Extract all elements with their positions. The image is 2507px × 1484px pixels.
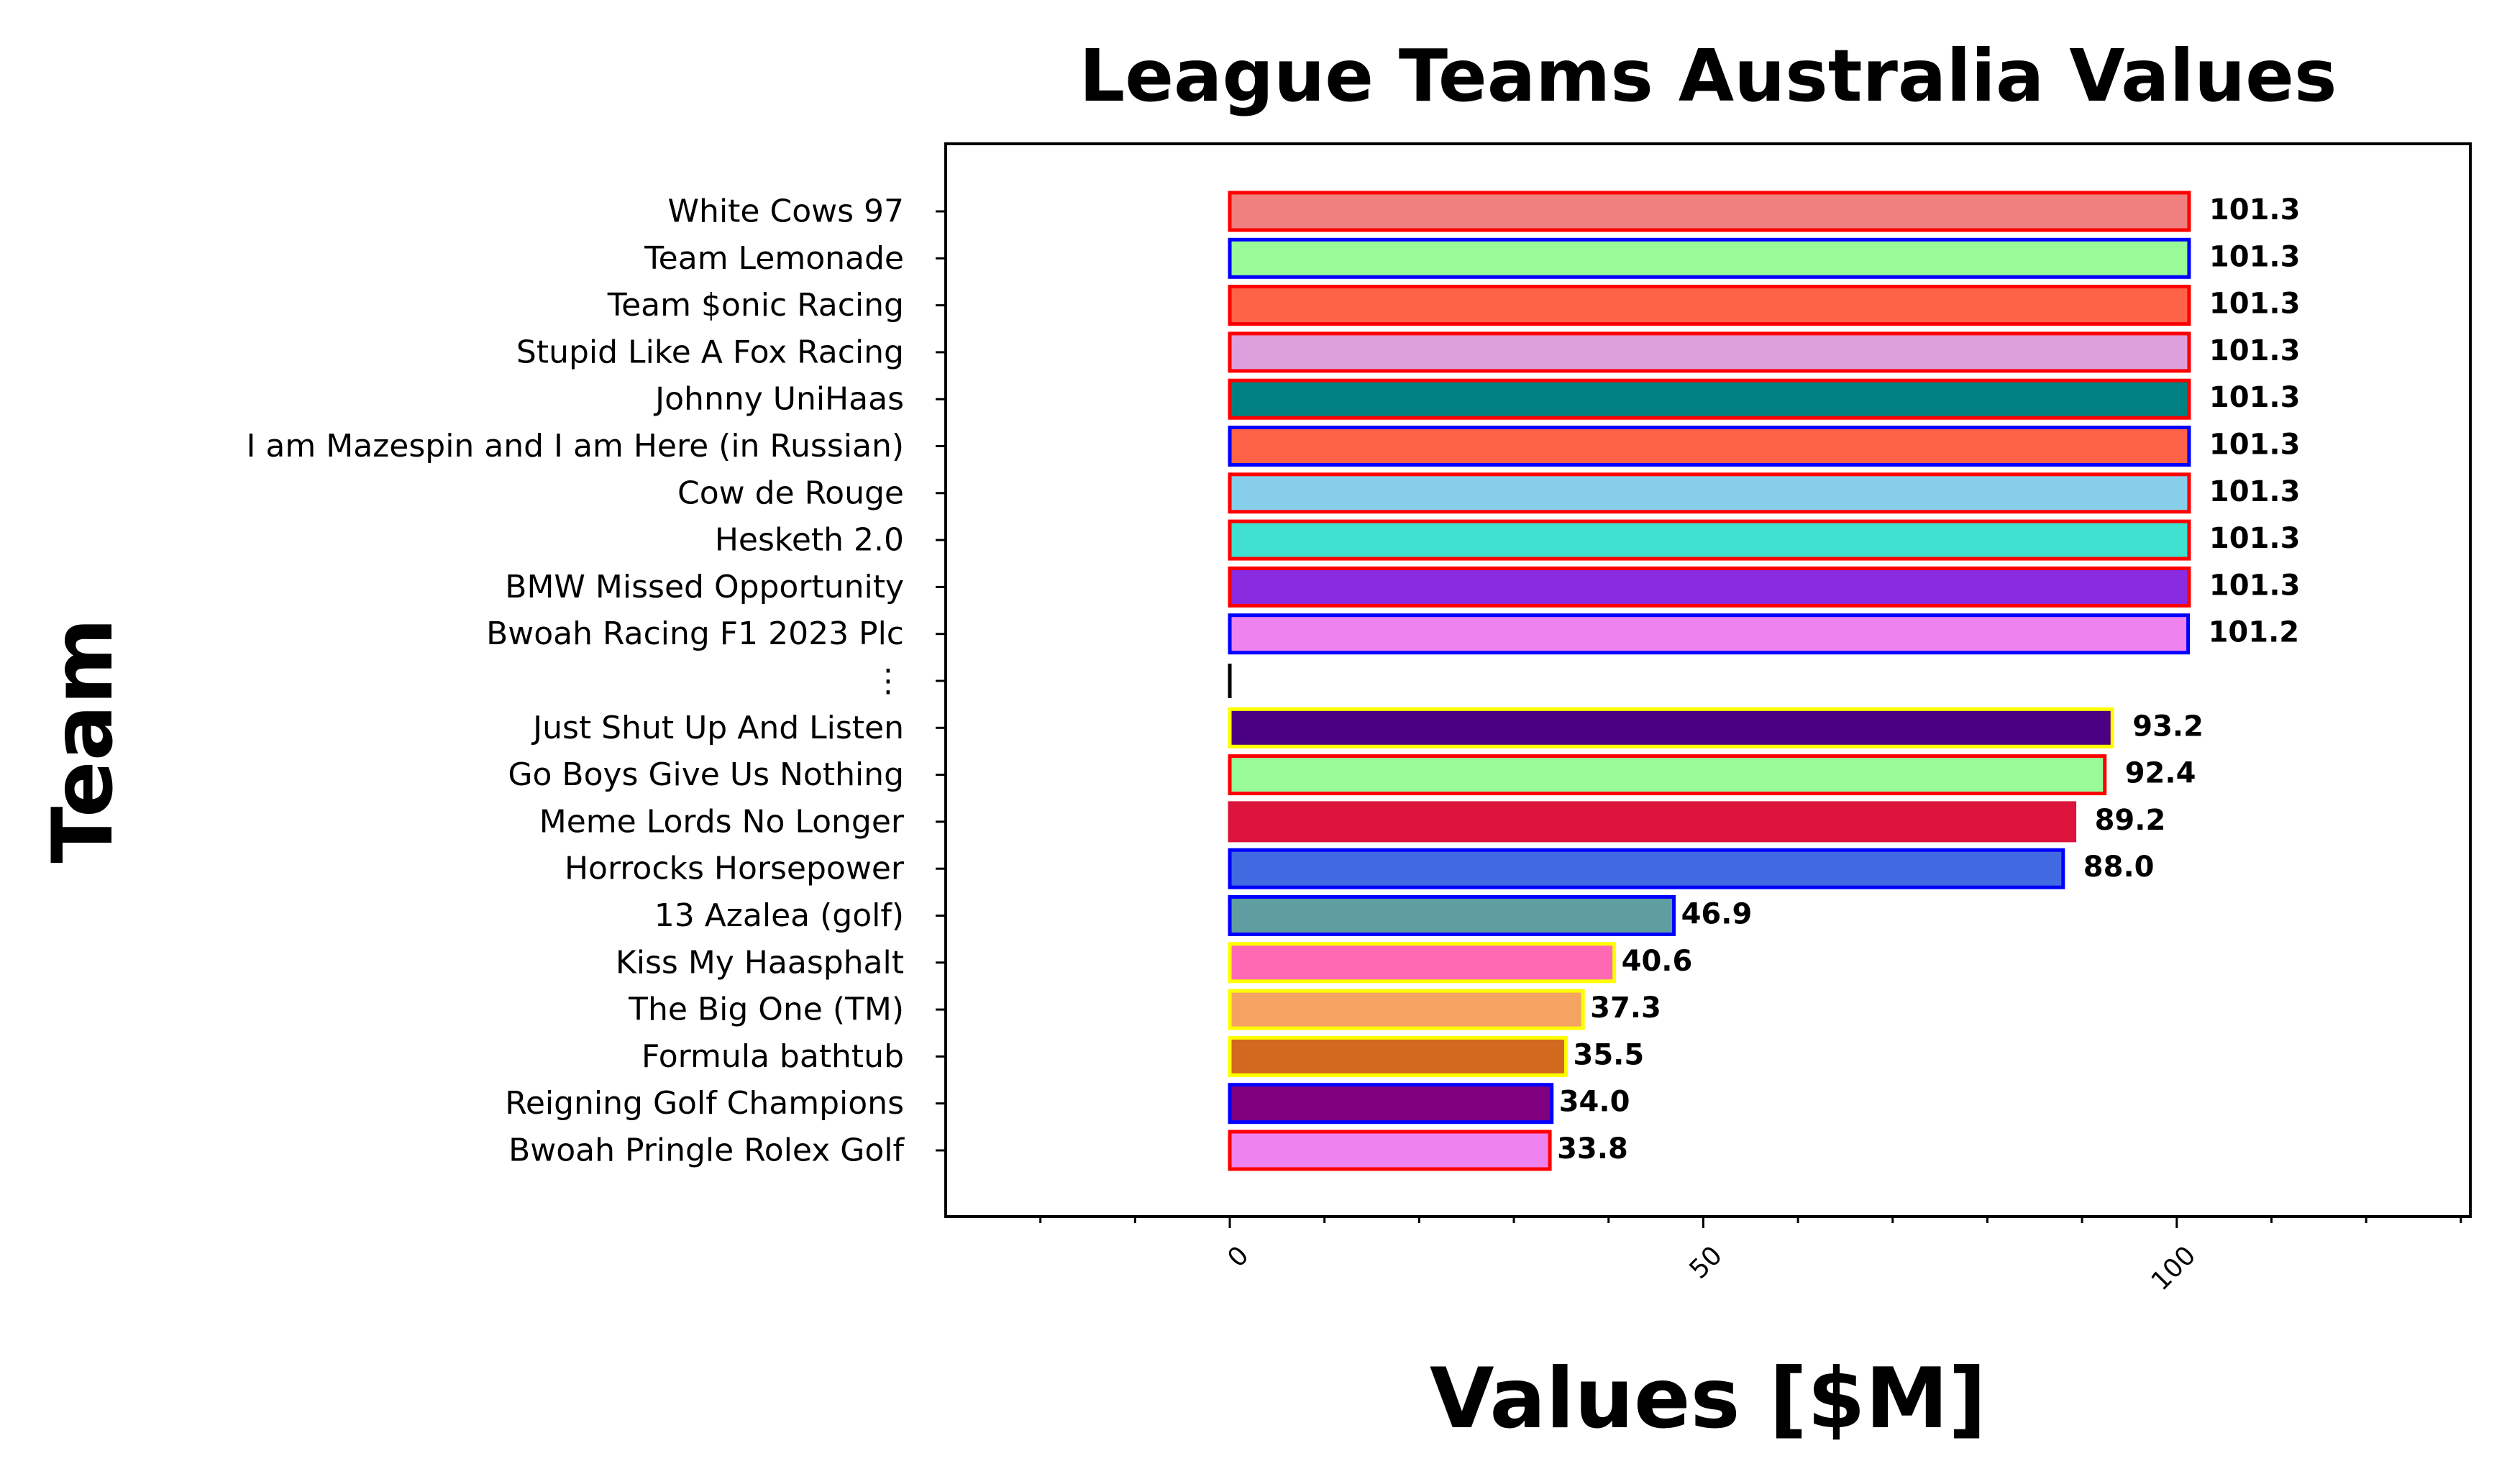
data-label: 37.3 bbox=[1590, 991, 1661, 1025]
data-label: 88.0 bbox=[2083, 851, 2155, 884]
data-label: 101.2 bbox=[2209, 616, 2300, 649]
y-tick-label: ⋮ bbox=[872, 663, 904, 700]
bar bbox=[1228, 191, 2191, 232]
y-tick-label: Bwoah Racing F1 2023 Plc bbox=[486, 615, 904, 652]
y-tick-label: White Cows 97 bbox=[668, 193, 904, 230]
y-tick-label: Hesketh 2.0 bbox=[715, 522, 904, 559]
data-label: 93.2 bbox=[2132, 710, 2204, 743]
y-tick-label: Stupid Like A Fox Racing bbox=[516, 334, 904, 370]
data-label: 92.4 bbox=[2125, 757, 2196, 790]
data-label: 101.3 bbox=[2209, 475, 2301, 508]
y-axis-label: Team bbox=[35, 618, 132, 864]
bar bbox=[1228, 1130, 1552, 1171]
bar bbox=[1228, 331, 2191, 373]
data-label: 34.0 bbox=[1559, 1086, 1630, 1119]
bar bbox=[1228, 519, 2191, 561]
bar bbox=[1228, 285, 2191, 326]
plot-frame bbox=[944, 142, 2472, 1218]
data-label: 101.3 bbox=[2209, 288, 2301, 321]
y-tick-label: Meme Lords No Longer bbox=[539, 803, 905, 840]
data-label: 40.6 bbox=[1622, 945, 1693, 978]
data-label: 101.3 bbox=[2209, 193, 2301, 226]
data-label: 35.5 bbox=[1573, 1038, 1644, 1071]
y-tick-label: Go Boys Give Us Nothing bbox=[508, 756, 904, 793]
bar bbox=[1228, 613, 2191, 655]
bar bbox=[1228, 942, 1617, 984]
y-tick-label: BMW Missed Opportunity bbox=[505, 569, 904, 605]
bar bbox=[1228, 472, 2191, 514]
y-tick-label: I am Mazespin and I am Here (in Russian) bbox=[246, 428, 904, 464]
data-label: 101.3 bbox=[2209, 429, 2301, 462]
bar bbox=[1228, 754, 2107, 796]
y-tick-label: Horrocks Horsepower bbox=[565, 851, 905, 887]
y-tick-label: Bwoah Pringle Rolex Golf bbox=[508, 1132, 905, 1169]
y-tick-label: Formula bathtub bbox=[641, 1038, 904, 1075]
bar bbox=[1228, 566, 2191, 608]
bar bbox=[1228, 426, 2191, 467]
bar bbox=[1228, 848, 2065, 889]
data-label: 46.9 bbox=[1681, 898, 1753, 931]
data-label: 89.2 bbox=[2095, 804, 2166, 837]
chart-title: League Teams Australia Values bbox=[1079, 34, 2337, 118]
y-tick-label: Kiss My Haasphalt bbox=[616, 944, 904, 981]
bars-layer: 101.3 101.3 101.3 101.3 101.3 101.3 101.3 101.3… bbox=[1228, 191, 2301, 1171]
bar bbox=[1228, 707, 2114, 748]
bar bbox=[1228, 1035, 1568, 1077]
bar bbox=[1228, 895, 1676, 936]
y-tick-label: Johnny UniHaas bbox=[653, 381, 904, 418]
data-label: 101.3 bbox=[2209, 381, 2301, 414]
y-tick-label: Team Lemonade bbox=[644, 240, 904, 277]
data-label: 101.3 bbox=[2209, 240, 2301, 273]
bar bbox=[1228, 989, 1585, 1030]
data-label: 33.8 bbox=[1557, 1132, 1628, 1165]
data-label: 101.3 bbox=[2209, 569, 2301, 602]
data-label: 101.3 bbox=[2209, 334, 2301, 367]
bar bbox=[1228, 237, 2191, 279]
bar bbox=[1228, 378, 2191, 420]
y-tick-label: Reigning Golf Champions bbox=[505, 1085, 904, 1122]
ticks-layer: White Cows 97 Team Lemonade Team $onic Rac… bbox=[246, 193, 2462, 1296]
bar bbox=[1228, 801, 2077, 843]
bar bbox=[1228, 1083, 1554, 1125]
y-tick-label: Just Shut Up And Listen bbox=[531, 710, 904, 746]
y-tick-label: Team $onic Racing bbox=[607, 287, 904, 324]
y-tick-label: 13 Azalea (golf) bbox=[654, 897, 904, 934]
x-axis-label: Values [$M] bbox=[1430, 1350, 1986, 1447]
data-label: 101.3 bbox=[2209, 522, 2301, 555]
y-tick-label: The Big One (TM) bbox=[628, 991, 904, 1028]
y-tick-label: Cow de Rouge bbox=[677, 475, 904, 511]
